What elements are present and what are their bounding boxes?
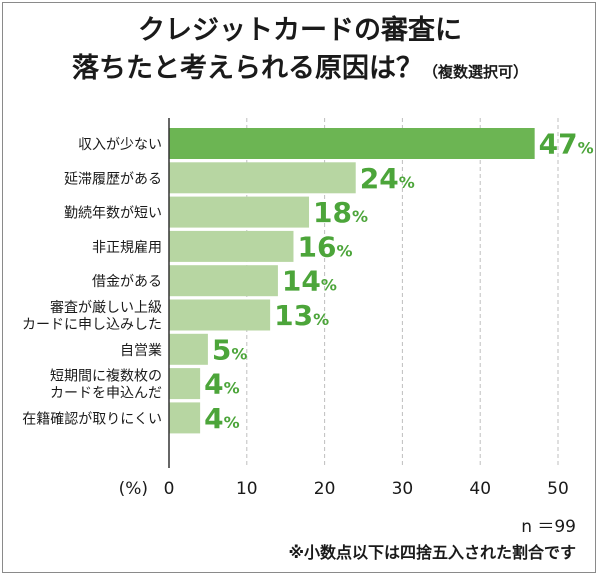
value-number-4: 14 [282, 265, 321, 298]
category-label-1: 延滞履歴がある [64, 171, 162, 187]
value-suffix-7: % [224, 379, 240, 398]
bar-5 [169, 299, 271, 331]
value-label-3: 16% [297, 230, 352, 263]
value-label-8: 4% [204, 402, 240, 435]
value-suffix-3: % [336, 241, 352, 260]
value-number-0: 47 [539, 128, 578, 161]
category-label-5-line-2: カードに申し込みした [22, 317, 162, 333]
value-suffix-4: % [321, 276, 337, 295]
rounding-note: ※小数点以下は四捨五入された割合です [288, 543, 576, 562]
title-line-1: クレジットカードの審査に [138, 15, 462, 46]
x-unit-label: (%) [119, 479, 148, 499]
value-label-5: 13% [274, 299, 329, 332]
bar-0 [169, 128, 535, 159]
x-tick-label-30: 30 [392, 479, 414, 499]
title-line-2-main: 落ちたと考えられる原因は？ [71, 53, 423, 84]
value-number-3: 16 [297, 230, 336, 263]
value-suffix-8: % [224, 413, 240, 432]
category-label-8: 在籍確認が取りにくい [22, 410, 162, 427]
value-suffix-0: % [578, 139, 594, 158]
x-tick-label-0: 0 [164, 479, 175, 499]
bar-8 [169, 402, 201, 434]
chart-title: クレジットカードの審査に 落ちたと考えられる原因は？（複数選択可） [0, 12, 600, 91]
value-suffix-6: % [231, 344, 247, 363]
category-label-7-line-1: 短期間に複数枚の [50, 368, 162, 385]
x-tick-label-50: 50 [547, 479, 569, 499]
chart-frame [2, 2, 596, 573]
bar-3 [169, 230, 294, 262]
x-tick-label-20: 20 [314, 479, 336, 499]
value-number-8: 4 [204, 402, 223, 435]
title-line-2: 落ちたと考えられる原因は？（複数選択可） [0, 50, 600, 91]
value-number-6: 5 [212, 333, 231, 366]
category-label-5-line-1: 審査が厳しい上級 [50, 300, 162, 316]
value-label-7: 4% [204, 368, 240, 401]
value-label-6: 5% [212, 333, 248, 366]
value-label-0: 47% [539, 128, 594, 161]
value-label-2: 18% [313, 196, 368, 229]
value-number-1: 24 [360, 162, 399, 195]
value-suffix-2: % [352, 207, 368, 226]
bar-7 [169, 368, 201, 400]
x-tick-label-40: 40 [469, 479, 491, 499]
category-label-3: 非正規雇用 [92, 239, 162, 256]
bar-2 [169, 196, 310, 228]
value-number-5: 13 [274, 299, 313, 332]
sample-size: n ＝99 [521, 517, 576, 537]
category-label-2: 勤続年数が短い [64, 205, 162, 222]
value-number-7: 4 [204, 368, 223, 401]
value-number-2: 18 [313, 196, 352, 229]
category-label-6: 自営業 [120, 343, 162, 359]
value-label-4: 14% [282, 265, 337, 298]
category-label-7-line-2: カードを申込んだ [50, 386, 162, 402]
value-suffix-1: % [399, 173, 415, 192]
category-label-0: 収入が少ない [78, 137, 162, 153]
title-line-2-sub: （複数選択可） [422, 63, 528, 81]
bar-1 [169, 162, 356, 194]
value-suffix-5: % [313, 310, 329, 329]
value-label-1: 24% [360, 162, 415, 195]
bar-6 [169, 333, 208, 365]
x-tick-label-10: 10 [236, 479, 258, 499]
bar-4 [169, 265, 278, 297]
category-label-4: 借金がある [92, 274, 162, 290]
